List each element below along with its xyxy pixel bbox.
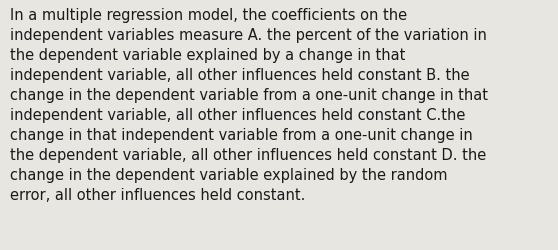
Text: In a multiple regression model, the coefficients on the
independent variables me: In a multiple regression model, the coef… bbox=[10, 8, 488, 202]
